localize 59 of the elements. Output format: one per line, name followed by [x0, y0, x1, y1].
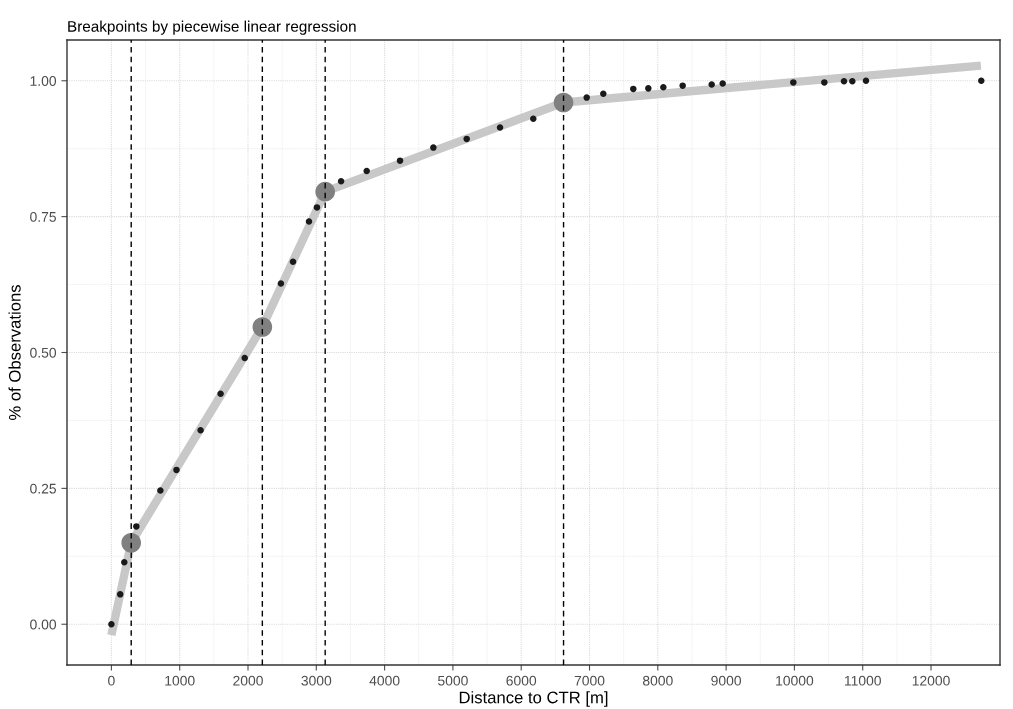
- x-tick-label: 4000: [369, 675, 400, 686]
- point: [849, 78, 856, 85]
- point: [252, 317, 273, 337]
- x-axis-title: Distance to CTR [m]: [459, 691, 608, 707]
- point: [862, 77, 870, 85]
- y-tick-label: 0.00: [30, 619, 57, 630]
- x-tick-label: 7000: [574, 675, 605, 686]
- point: [396, 157, 404, 164]
- x-tick-label: 12000: [912, 675, 950, 686]
- point: [840, 78, 848, 85]
- point: [173, 466, 180, 474]
- point: [463, 135, 470, 143]
- y-tick-label: 0.75: [30, 211, 56, 222]
- point: [645, 85, 652, 92]
- point: [430, 144, 437, 151]
- point: [157, 487, 164, 494]
- x-tick-label: 2000: [233, 675, 263, 686]
- point: [315, 181, 335, 202]
- x-tick-label: 1000: [165, 675, 195, 686]
- point: [133, 523, 140, 530]
- y-tick-label: 0.50: [30, 347, 57, 358]
- point: [121, 532, 142, 553]
- point: [530, 115, 537, 123]
- point: [630, 85, 637, 93]
- x-tick-label: 3000: [301, 675, 332, 686]
- point: [313, 204, 321, 211]
- point: [108, 620, 115, 628]
- point: [121, 559, 128, 566]
- point: [305, 218, 313, 225]
- point: [708, 81, 715, 88]
- y-tick-label: 0.25: [30, 483, 56, 494]
- point: [583, 94, 590, 101]
- point: [660, 84, 667, 91]
- chart-title: Breakpoints by piecewise linear regression: [68, 20, 356, 35]
- point: [197, 426, 204, 434]
- x-tick-label: 9000: [711, 675, 742, 686]
- point: [241, 354, 248, 362]
- x-tick-label: 0: [108, 675, 115, 686]
- point: [600, 90, 607, 98]
- point: [289, 258, 297, 265]
- point: [363, 167, 370, 175]
- point: [553, 92, 574, 113]
- x-tick-label: 8000: [642, 675, 673, 686]
- point: [978, 77, 985, 85]
- point: [719, 80, 726, 87]
- x-tick-label: 10000: [776, 675, 814, 686]
- x-tick-label: 11000: [844, 675, 881, 686]
- point: [821, 79, 828, 86]
- point: [217, 390, 224, 398]
- y-axis-title: % of Observations: [8, 285, 21, 420]
- point: [790, 79, 797, 86]
- point: [679, 82, 686, 89]
- point: [116, 591, 124, 598]
- x-tick-label: 5000: [438, 675, 468, 686]
- y-tick-label: 1.00: [30, 76, 57, 86]
- point: [277, 280, 285, 287]
- x-tick-label: 6000: [506, 675, 537, 686]
- point: [496, 124, 504, 131]
- point: [337, 178, 345, 185]
